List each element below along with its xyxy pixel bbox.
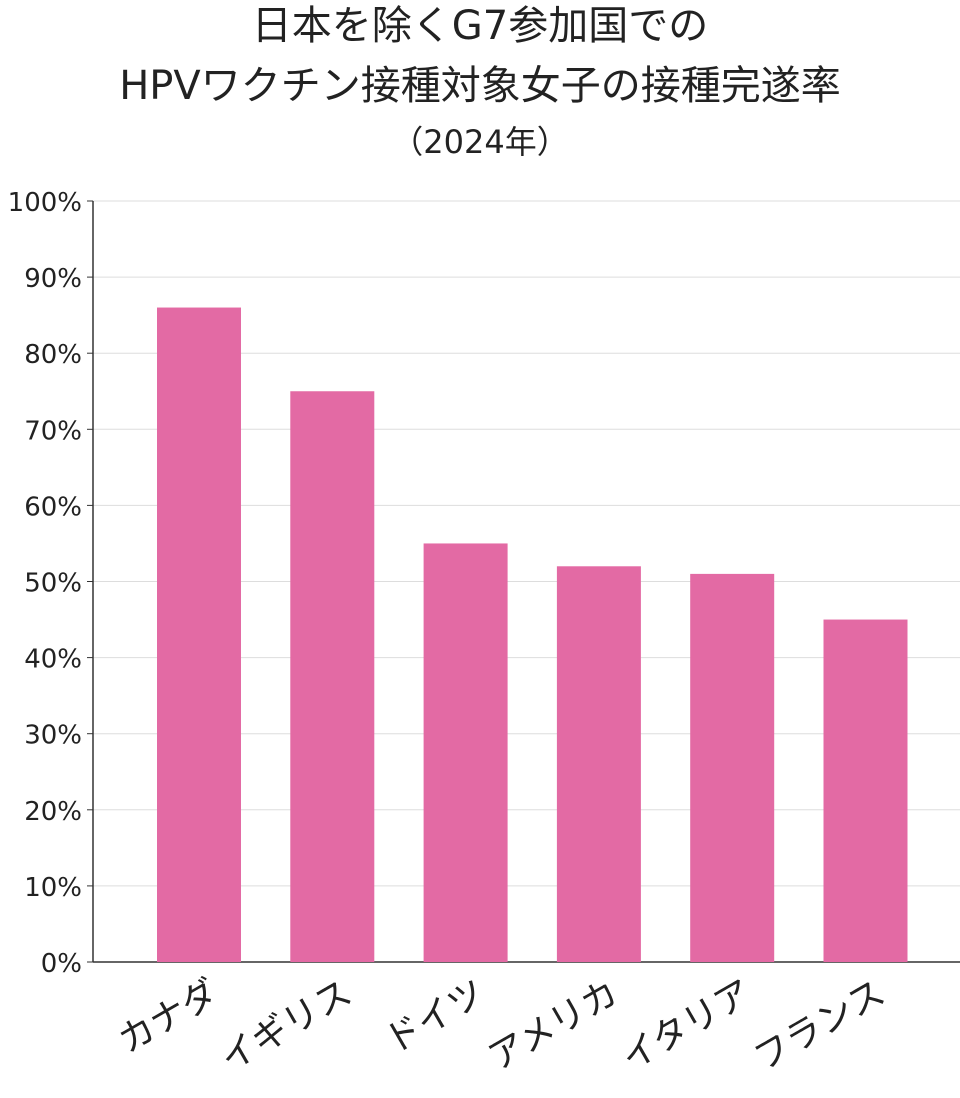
x-tick-label: カナダ <box>111 972 225 1062</box>
bar-4 <box>690 573 775 962</box>
bar-3 <box>556 566 641 962</box>
y-tick-label: 40% <box>24 645 82 675</box>
x-tick-label: イタリア <box>615 972 759 1079</box>
y-tick-label: 50% <box>24 569 82 599</box>
y-tick-label: 60% <box>24 492 82 522</box>
y-tick-label: 70% <box>24 416 82 446</box>
y-tick-label: 0% <box>41 949 82 979</box>
y-tick-label: 10% <box>24 873 82 903</box>
bar-5 <box>823 619 908 962</box>
chart-title-line2: HPVワクチン接種対象女子の接種完遂率 <box>119 63 841 109</box>
bar-2 <box>423 543 508 962</box>
y-tick-label: 100% <box>8 188 82 218</box>
x-tick-label: ドイツ <box>378 972 492 1062</box>
chart-title: 日本を除くG7参加国での <box>251 3 709 49</box>
x-tick-label: フランス <box>747 972 892 1079</box>
x-tick-label: アメリカ <box>482 972 626 1079</box>
y-tick-label: 30% <box>24 721 82 751</box>
x-tick-label: イギリス <box>214 972 359 1080</box>
chart-subtitle: （2024年） <box>391 123 569 161</box>
bar-0 <box>157 307 241 962</box>
bar-1 <box>290 391 375 962</box>
y-tick-label: 90% <box>24 264 82 294</box>
y-tick-label: 20% <box>24 797 82 827</box>
y-tick-label: 80% <box>24 340 82 370</box>
